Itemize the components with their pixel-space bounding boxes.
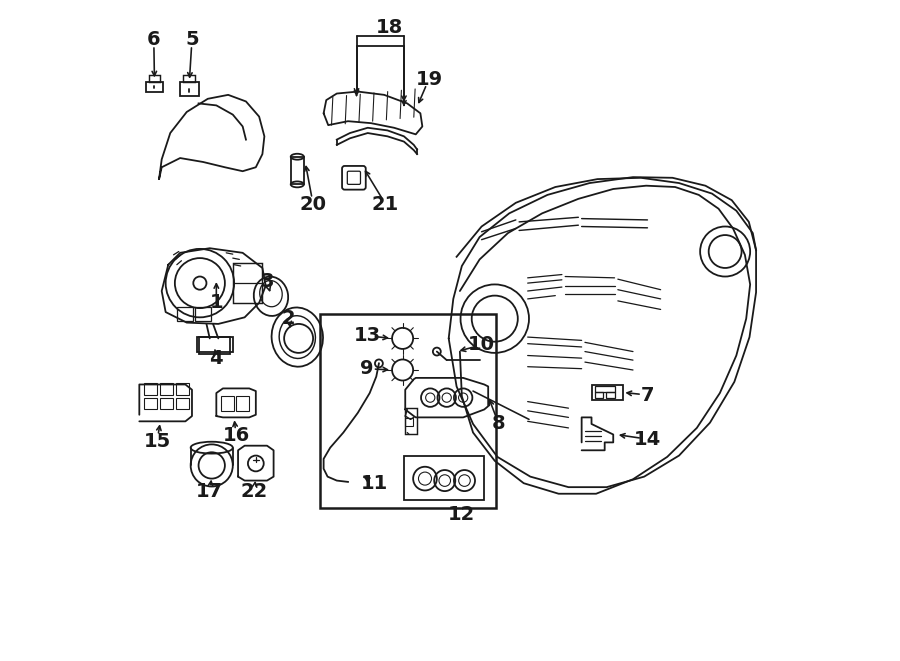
Bar — [176, 383, 189, 395]
Bar — [405, 408, 417, 434]
Text: 17: 17 — [196, 483, 223, 501]
Text: 5: 5 — [185, 30, 199, 49]
Bar — [595, 387, 615, 393]
Text: 21: 21 — [372, 194, 399, 214]
Bar — [220, 397, 234, 410]
Text: 4: 4 — [210, 348, 223, 368]
Bar — [159, 398, 173, 409]
Bar — [591, 385, 623, 400]
Text: 16: 16 — [222, 426, 249, 446]
Bar — [184, 75, 195, 82]
Bar — [176, 398, 189, 409]
Bar — [404, 455, 484, 500]
Text: 10: 10 — [468, 336, 495, 354]
Bar — [320, 314, 496, 508]
Text: 19: 19 — [416, 69, 443, 89]
Text: 11: 11 — [361, 474, 388, 492]
Text: 7: 7 — [641, 385, 654, 405]
Text: 18: 18 — [376, 19, 403, 37]
Text: 8: 8 — [492, 414, 506, 434]
Text: 15: 15 — [143, 432, 171, 451]
Bar — [199, 337, 230, 354]
Text: 13: 13 — [354, 327, 381, 345]
Text: 9: 9 — [360, 359, 373, 378]
Bar — [606, 393, 615, 398]
Bar — [595, 393, 603, 398]
Bar — [148, 75, 160, 82]
Text: 1: 1 — [210, 293, 223, 313]
Bar — [144, 398, 158, 409]
Bar — [144, 383, 158, 395]
Text: 14: 14 — [634, 430, 661, 449]
Bar — [159, 383, 173, 395]
Bar — [233, 263, 263, 303]
Text: 20: 20 — [300, 194, 327, 214]
Bar — [405, 418, 413, 426]
Text: 3: 3 — [260, 272, 274, 292]
Bar — [291, 157, 304, 184]
Text: 6: 6 — [147, 30, 160, 49]
Bar — [236, 397, 249, 410]
Bar — [146, 82, 163, 93]
Text: 2: 2 — [282, 309, 295, 328]
Bar — [196, 337, 233, 352]
Text: 12: 12 — [448, 505, 475, 524]
Text: 22: 22 — [240, 483, 267, 501]
Bar — [176, 307, 194, 321]
Bar — [180, 82, 199, 96]
Bar — [194, 307, 212, 321]
